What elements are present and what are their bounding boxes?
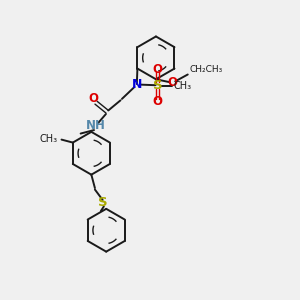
Text: S: S [98,196,108,209]
Text: CH₃: CH₃ [174,80,192,91]
Text: N: N [132,77,142,91]
Text: O: O [152,95,162,108]
Text: O: O [167,76,177,89]
Text: NH: NH [86,119,106,132]
Text: CH₃: CH₃ [40,134,58,144]
Text: O: O [152,63,162,76]
Text: CH₂CH₃: CH₂CH₃ [189,65,223,74]
Text: S: S [153,79,163,92]
Text: O: O [88,92,98,105]
